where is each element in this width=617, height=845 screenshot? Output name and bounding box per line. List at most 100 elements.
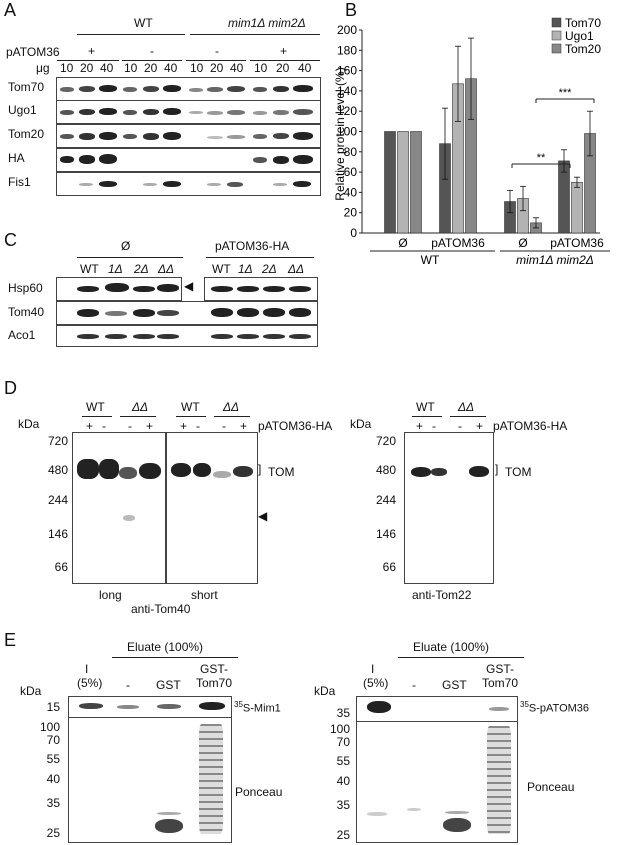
panel-label-b: B [345,0,358,20]
sign-label: + [86,419,94,433]
marker-label: 70 [46,733,60,747]
sign-label: - [458,419,462,433]
blot-c-aco1 [56,325,318,347]
amount-label: 20 [210,61,224,75]
d-line-3 [176,416,206,417]
patom-plus-mut: + [280,44,288,58]
group-line-patom-ha [206,257,314,258]
blot-a-ha [56,148,321,172]
d-tom-bracket-2: ] [495,462,499,476]
blot-a-tom70 [56,77,321,101]
amount-label: 20 [144,61,158,75]
row-label-aco1: Aco1 [8,328,36,342]
d-patom-label-2: pATOM36-HA [493,419,568,433]
marker-label: 480 [375,463,396,477]
sign-label: - [102,419,106,433]
d-dd-tom22: ΔΔ [458,400,475,414]
row-label-tom20: Tom20 [8,127,45,141]
sign-label: + [476,419,484,433]
marker-label: 70 [336,735,350,749]
patom-label: pATOM36 [6,45,60,59]
sign-label: + [180,419,188,433]
d-short-label: short [191,588,218,602]
marker-label: 55 [336,754,350,768]
panel-label-c: C [4,230,17,250]
amount-label: 40 [298,61,312,75]
row-label-tom40: Tom40 [8,305,45,319]
e-eluate-left: Eluate (100%) [127,640,204,654]
marker-label: 720 [375,434,396,448]
sign-label: - [128,419,132,433]
marker-label: 35 [336,798,350,812]
amount-label: 20 [80,61,94,75]
blot-d-tom22 [404,432,494,584]
e-gst-right: GST [442,678,467,692]
patom-minus-mut: - [215,44,219,58]
bar-tom70 [384,131,396,234]
e-eluate-line-left [112,657,238,658]
d-wt-long: WT [86,400,105,414]
patom-minus-wt: - [150,44,154,58]
bar-tom20 [410,131,422,234]
bar-ugo1 [397,131,409,234]
e-dash-right: - [412,678,416,692]
marker-label: 25 [46,826,60,840]
d-anti-tom40: anti-Tom40 [131,602,191,616]
d-dd-long: ΔΔ [132,400,149,414]
lane-label: 2Δ [134,262,149,276]
row-label-hsp60: Hsp60 [8,281,43,295]
legend-label: Tom20 [565,42,601,56]
panel-label-a: A [4,0,17,20]
group-label-mutant: mim1Δ mim2Δ [228,16,306,30]
blot-c-tom40 [56,301,318,325]
e-gsttom70-right-1: GST- [486,662,515,676]
bar-chart: Relative protein level (%) 0 20 40 60 80 100 1… [333,16,610,267]
lane-label: WT [212,262,231,276]
d-tom-label-2: TOM [505,465,532,479]
e-eluate-line-right [398,657,524,658]
y-tick-label: 0 [350,226,357,240]
lane-label: 1Δ [108,262,123,276]
blot-c-hsp60-patom [204,277,318,301]
d-patom-label-1: pATOM36-HA [258,419,333,433]
group-label-patom-ha: pATOM36-HA [215,239,290,253]
marker-label: 720 [47,434,68,448]
lane-label: 1Δ [238,262,253,276]
lane-label: ΔΔ [158,262,175,276]
row-label-ha: HA [8,151,25,165]
y-tick-label: 140 [337,84,357,98]
amount-label: 10 [60,61,74,75]
bar-ugo1 [571,181,583,234]
e-gsttom70-left-1: GST- [200,662,229,676]
e-top-marker-left: 15 [46,700,60,714]
d-wt-short: WT [181,400,200,414]
group-label-empty: Ø [121,239,131,253]
marker-label: 146 [47,527,68,541]
d-arrowhead: ◀ [258,509,268,523]
d-tom-bracket-1: ] [258,462,262,476]
marker-label: 244 [375,493,396,507]
legend-swatch [551,30,562,41]
d-wt-tom22: WT [416,400,435,414]
e-kda-right: kDa [314,684,336,698]
x-category-label: Ø [398,236,407,250]
lane-label: WT [80,262,99,276]
ug-label: μg [36,61,50,75]
sign-label: - [196,419,200,433]
y-tick-label: 60 [344,165,358,179]
panel-label-d: D [4,378,17,398]
y-tick-label: 100 [337,125,357,139]
x-category-label: pATOM36 [550,236,604,250]
lane-label: ΔΔ [288,262,305,276]
e-mim1-text: S-Mim1 [242,702,281,715]
marker-label: 40 [336,774,350,788]
d-line-6 [450,416,486,417]
amount-label: 10 [190,61,204,75]
x-group-label: mim1Δ mim2Δ [516,253,594,267]
group-line-wt [77,34,185,35]
d-tom-label-1: TOM [268,465,295,479]
x-category-label: Ø [518,236,527,250]
panel-label-e: E [4,630,17,650]
e-dash-left: - [126,678,130,692]
e-mim1-label: 35S-Mim1 [234,700,281,715]
